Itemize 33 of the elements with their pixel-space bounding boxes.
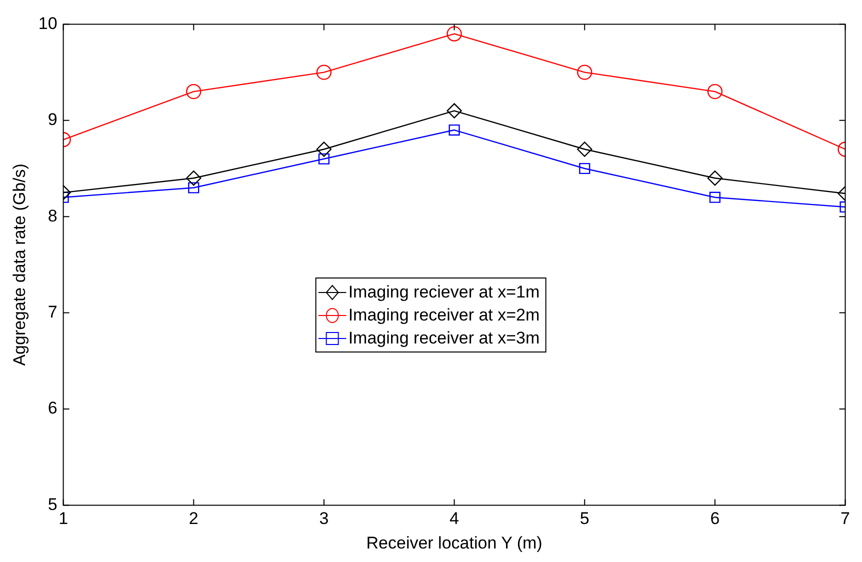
x-tick-label: 7 <box>840 509 850 528</box>
point <box>186 84 202 100</box>
point <box>577 142 592 157</box>
y-tick-label: 7 <box>48 302 58 322</box>
y-tick-label: 9 <box>48 110 58 130</box>
point <box>707 170 723 186</box>
point <box>709 192 720 203</box>
y-axis-title: Aggregate data rate (Gb/s) <box>10 164 29 366</box>
x-axis-title: Receiver location Y (m) <box>366 533 542 552</box>
x-tick-label: 6 <box>710 509 720 528</box>
legend-label: Imaging receiver at x=2m <box>348 304 540 326</box>
point <box>448 124 460 136</box>
x-tick-label: 3 <box>319 509 329 528</box>
y-tick-label: 8 <box>48 206 58 226</box>
y-tick-label: 5 <box>48 494 58 514</box>
point <box>579 162 590 174</box>
point <box>186 170 202 186</box>
legend-label: Imaging receiver at x=3m <box>348 328 540 350</box>
point <box>446 26 462 42</box>
x-tick-label: 5 <box>580 509 590 528</box>
y-tick-label: 10 <box>38 14 58 33</box>
legend-label: Imaging reciever at x=1m <box>348 282 540 304</box>
point <box>446 103 462 118</box>
point <box>316 64 332 80</box>
point <box>316 142 332 157</box>
point <box>188 182 200 194</box>
point <box>707 84 723 100</box>
point <box>577 64 592 80</box>
point <box>318 153 330 164</box>
x-tick-label: 2 <box>188 509 198 528</box>
x-tick-label: 4 <box>450 509 460 528</box>
x-tick-label: 1 <box>58 509 68 528</box>
y-tick-label: 6 <box>48 398 58 418</box>
